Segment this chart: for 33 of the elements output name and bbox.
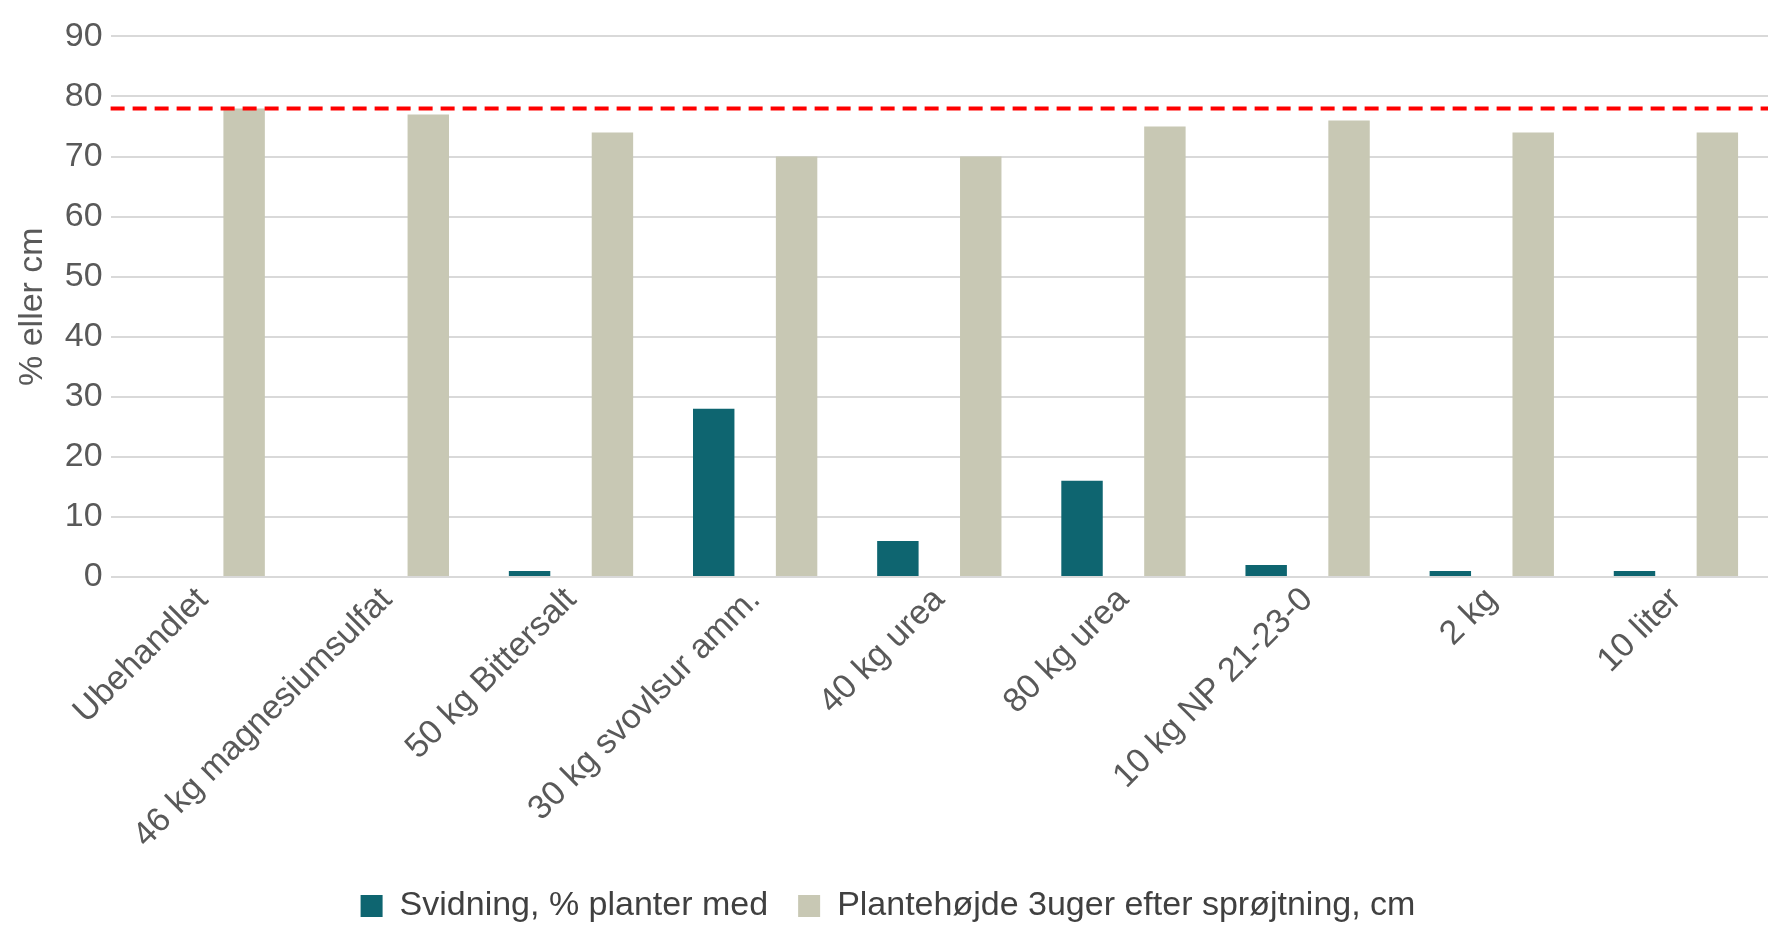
bar <box>775 156 818 576</box>
y-tick-label: 10 <box>64 495 103 534</box>
y-tick-label: 0 <box>83 555 103 594</box>
bar <box>1245 564 1287 576</box>
bar <box>591 132 634 576</box>
y-axis-title: % eller cm <box>10 227 49 387</box>
legend-label: Svidning, % planter med <box>399 884 769 923</box>
bar <box>407 114 449 576</box>
bar <box>1144 126 1186 576</box>
y-tick-label: 20 <box>64 435 103 474</box>
y-tick-label: 40 <box>64 315 103 354</box>
bar <box>223 108 265 576</box>
legend-label: Plantehøjde 3uger efter sprøjtning, cm <box>837 884 1416 923</box>
bar <box>960 156 1002 576</box>
y-tick-label: 60 <box>64 194 103 233</box>
x-tick-label: 80 kg urea <box>994 579 1136 720</box>
bar <box>508 570 551 576</box>
x-tick-label: 40 kg urea <box>810 579 951 720</box>
y-tick-label: 50 <box>64 255 103 294</box>
y-tick-label: 30 <box>64 375 103 414</box>
bar <box>693 408 735 576</box>
bar <box>1512 132 1554 576</box>
y-tick-label: 70 <box>64 134 103 173</box>
bar <box>1061 480 1103 576</box>
y-tick-label: 80 <box>64 74 103 113</box>
bar <box>1696 132 1739 576</box>
bar <box>877 540 919 576</box>
x-tick-label: 10 liter <box>1588 579 1688 679</box>
x-tick-label: 2 kg <box>1431 579 1504 652</box>
bar <box>1429 570 1472 576</box>
bar <box>1613 570 1656 576</box>
bar <box>1328 120 1370 576</box>
y-tick-label: 90 <box>64 14 103 53</box>
